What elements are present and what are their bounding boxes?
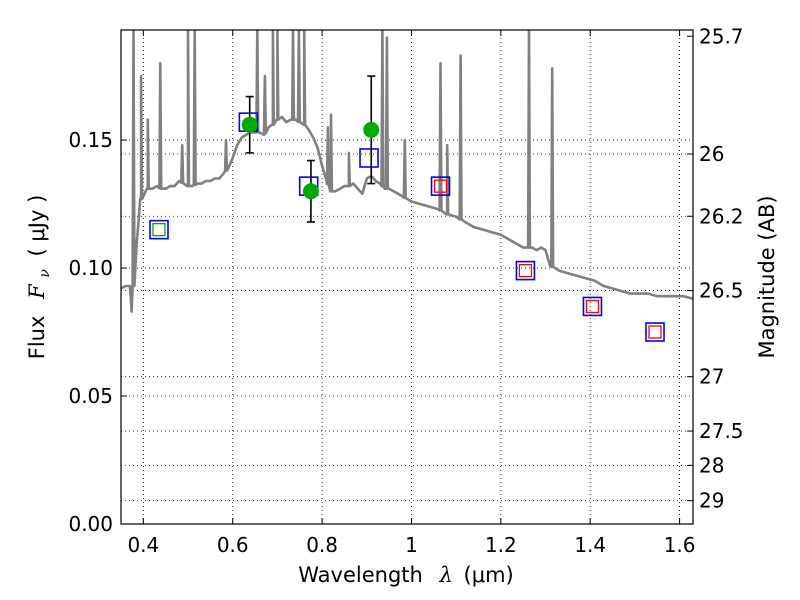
markers-layer (149, 75, 665, 342)
model-box-blue (149, 219, 169, 240)
ticks: 0.4 0.6 0.8 1 1.2 1.4 1.6 0.00 0.05 0.10 0.15 25.7 2… (68, 24, 743, 557)
y-axis-title-subscript: ν (37, 269, 53, 278)
y-axis-title-text: Flux (25, 316, 49, 360)
model-box-red (585, 299, 600, 314)
x-tick-label: 0.4 (127, 533, 159, 557)
grid (121, 30, 693, 524)
observed-point (241, 116, 258, 133)
model-box-blue (515, 260, 536, 281)
y-tick-label: 0.15 (68, 128, 113, 152)
y-axis-title-symbol: F (25, 283, 49, 300)
x-axis-title-unit: (μm) (464, 563, 514, 587)
y-axis-title: Flux F ν ( μJy ) (25, 195, 54, 360)
spectrum-layer (121, 30, 693, 313)
plot-background (121, 30, 693, 524)
y-tick-label: 0.05 (68, 384, 113, 408)
x-axis-title: Wavelength λ (μm) (298, 563, 513, 587)
observed-point (363, 121, 380, 138)
model-box-blue (430, 176, 451, 196)
y2-axis-title: Magnitude (AB) (755, 195, 779, 358)
model-box-blue (645, 322, 665, 342)
x-tick-label: 1.6 (664, 533, 696, 557)
mag-tick-label: 28 (699, 453, 724, 477)
mag-tick-label: 25.7 (699, 24, 744, 48)
y-tick-label: 0.10 (68, 256, 113, 280)
x-tick-label: 1 (405, 533, 418, 557)
model-box-green (152, 222, 166, 237)
mag-tick-label: 29 (699, 489, 724, 513)
y-tick-label: 0.00 (68, 512, 113, 536)
x-tick-label: 0.6 (217, 533, 249, 557)
x-axis-title-symbol: λ (439, 563, 453, 587)
mag-tick-label: 27 (699, 365, 724, 389)
mag-tick-label: 26.2 (699, 204, 744, 228)
model-box-red (648, 325, 662, 339)
mag-tick-label: 26.5 (699, 279, 744, 303)
model-box-red (433, 179, 448, 193)
model-box-blue (582, 296, 603, 317)
model-box-red (518, 263, 533, 278)
mag-tick-label: 27.5 (699, 419, 744, 443)
x-tick-label: 1.4 (574, 533, 606, 557)
plot-frame (120, 29, 694, 525)
y-axis-title-unit: ( μJy ) (25, 195, 49, 257)
observed-point (302, 183, 319, 200)
x-tick-label: 0.8 (306, 533, 338, 557)
x-axis-title-text: Wavelength (298, 563, 423, 587)
model-box-blue (359, 148, 379, 168)
mag-tick-label: 26 (699, 142, 724, 166)
spectrum-line (121, 30, 693, 313)
x-tick-label: 1.2 (485, 533, 517, 557)
